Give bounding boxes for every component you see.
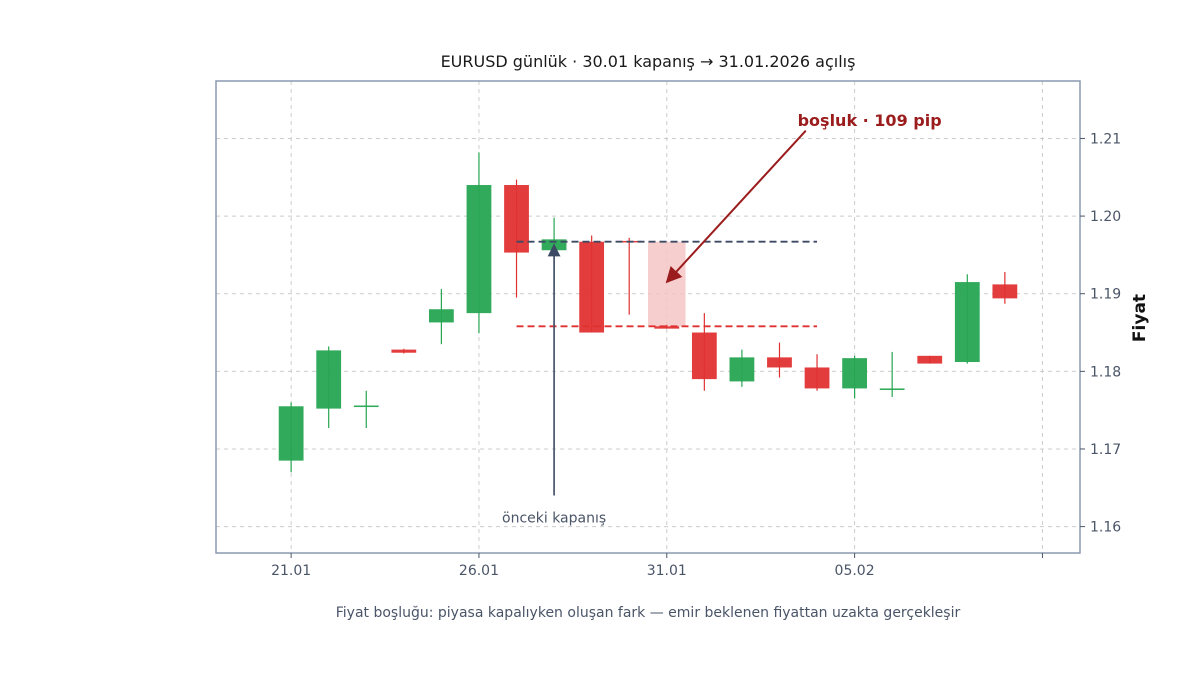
candle — [954, 274, 980, 364]
candle — [691, 313, 717, 391]
candle-body — [691, 332, 717, 380]
candle — [278, 402, 304, 473]
candle — [504, 179, 529, 298]
candle-body — [804, 367, 830, 389]
candle — [616, 237, 642, 315]
x-tick-label: 05.02 — [835, 563, 875, 579]
y-axis-label: Fiyat — [1130, 294, 1150, 342]
y-tick-label: 1.16 — [1090, 520, 1121, 536]
x-axis-ticks: 21.01 26.01 31.01 05.02 — [271, 553, 1043, 579]
y-axis-ticks: 1.16 1.17 1.18 1.19 1.20 1.21 — [1080, 131, 1121, 536]
chart-caption: Fiyat boşluğu: piyasa kapalıyken oluşan … — [336, 605, 961, 621]
candle-body — [729, 357, 755, 382]
candle-body — [992, 284, 1018, 299]
gap-annotation-arrow — [665, 130, 807, 284]
candle — [579, 235, 605, 333]
level-lines — [516, 240, 818, 328]
y-tick-label: 1.19 — [1090, 287, 1121, 303]
grid — [216, 81, 1080, 553]
candle-body — [353, 405, 379, 408]
candle-body — [767, 357, 792, 368]
candle-body — [879, 388, 905, 390]
candle-body — [466, 185, 492, 314]
gap-annotation-label: boşluk · 109 pip — [798, 111, 942, 130]
candle-body — [954, 282, 980, 363]
candle-body — [428, 309, 454, 323]
candle — [917, 355, 943, 364]
candle-body — [579, 241, 605, 333]
candle-body — [391, 349, 417, 353]
candle-body — [917, 355, 943, 364]
candle-body — [842, 358, 868, 389]
candle — [729, 349, 755, 387]
gap-zone-layer — [648, 241, 686, 327]
candle — [767, 342, 792, 378]
x-tick-label: 26.01 — [459, 563, 499, 579]
candle — [316, 346, 342, 429]
candle — [654, 324, 680, 329]
y-tick-label: 1.18 — [1090, 364, 1121, 380]
candle — [992, 271, 1018, 304]
candle — [879, 351, 905, 397]
candle — [428, 289, 454, 345]
candle-body — [316, 350, 342, 409]
candle — [842, 355, 868, 399]
candle — [353, 390, 379, 429]
candle — [466, 152, 492, 334]
x-tick-label: 21.01 — [271, 563, 311, 579]
y-tick-label: 1.20 — [1090, 209, 1121, 225]
x-tick-label: 31.01 — [647, 563, 687, 579]
prev-close-annotation-label: önceki kapanış — [502, 511, 606, 527]
candle-body — [654, 326, 680, 329]
candles — [278, 152, 1018, 473]
candle-body — [278, 406, 304, 461]
gap-zone — [648, 241, 686, 327]
plot-frame — [215, 80, 1081, 554]
candle — [391, 348, 417, 354]
y-tick-label: 1.21 — [1090, 131, 1121, 147]
chart-title: EURUSD günlük · 30.01 kapanış → 31.01.20… — [441, 52, 856, 71]
candle — [804, 354, 830, 391]
y-tick-label: 1.17 — [1090, 442, 1121, 458]
